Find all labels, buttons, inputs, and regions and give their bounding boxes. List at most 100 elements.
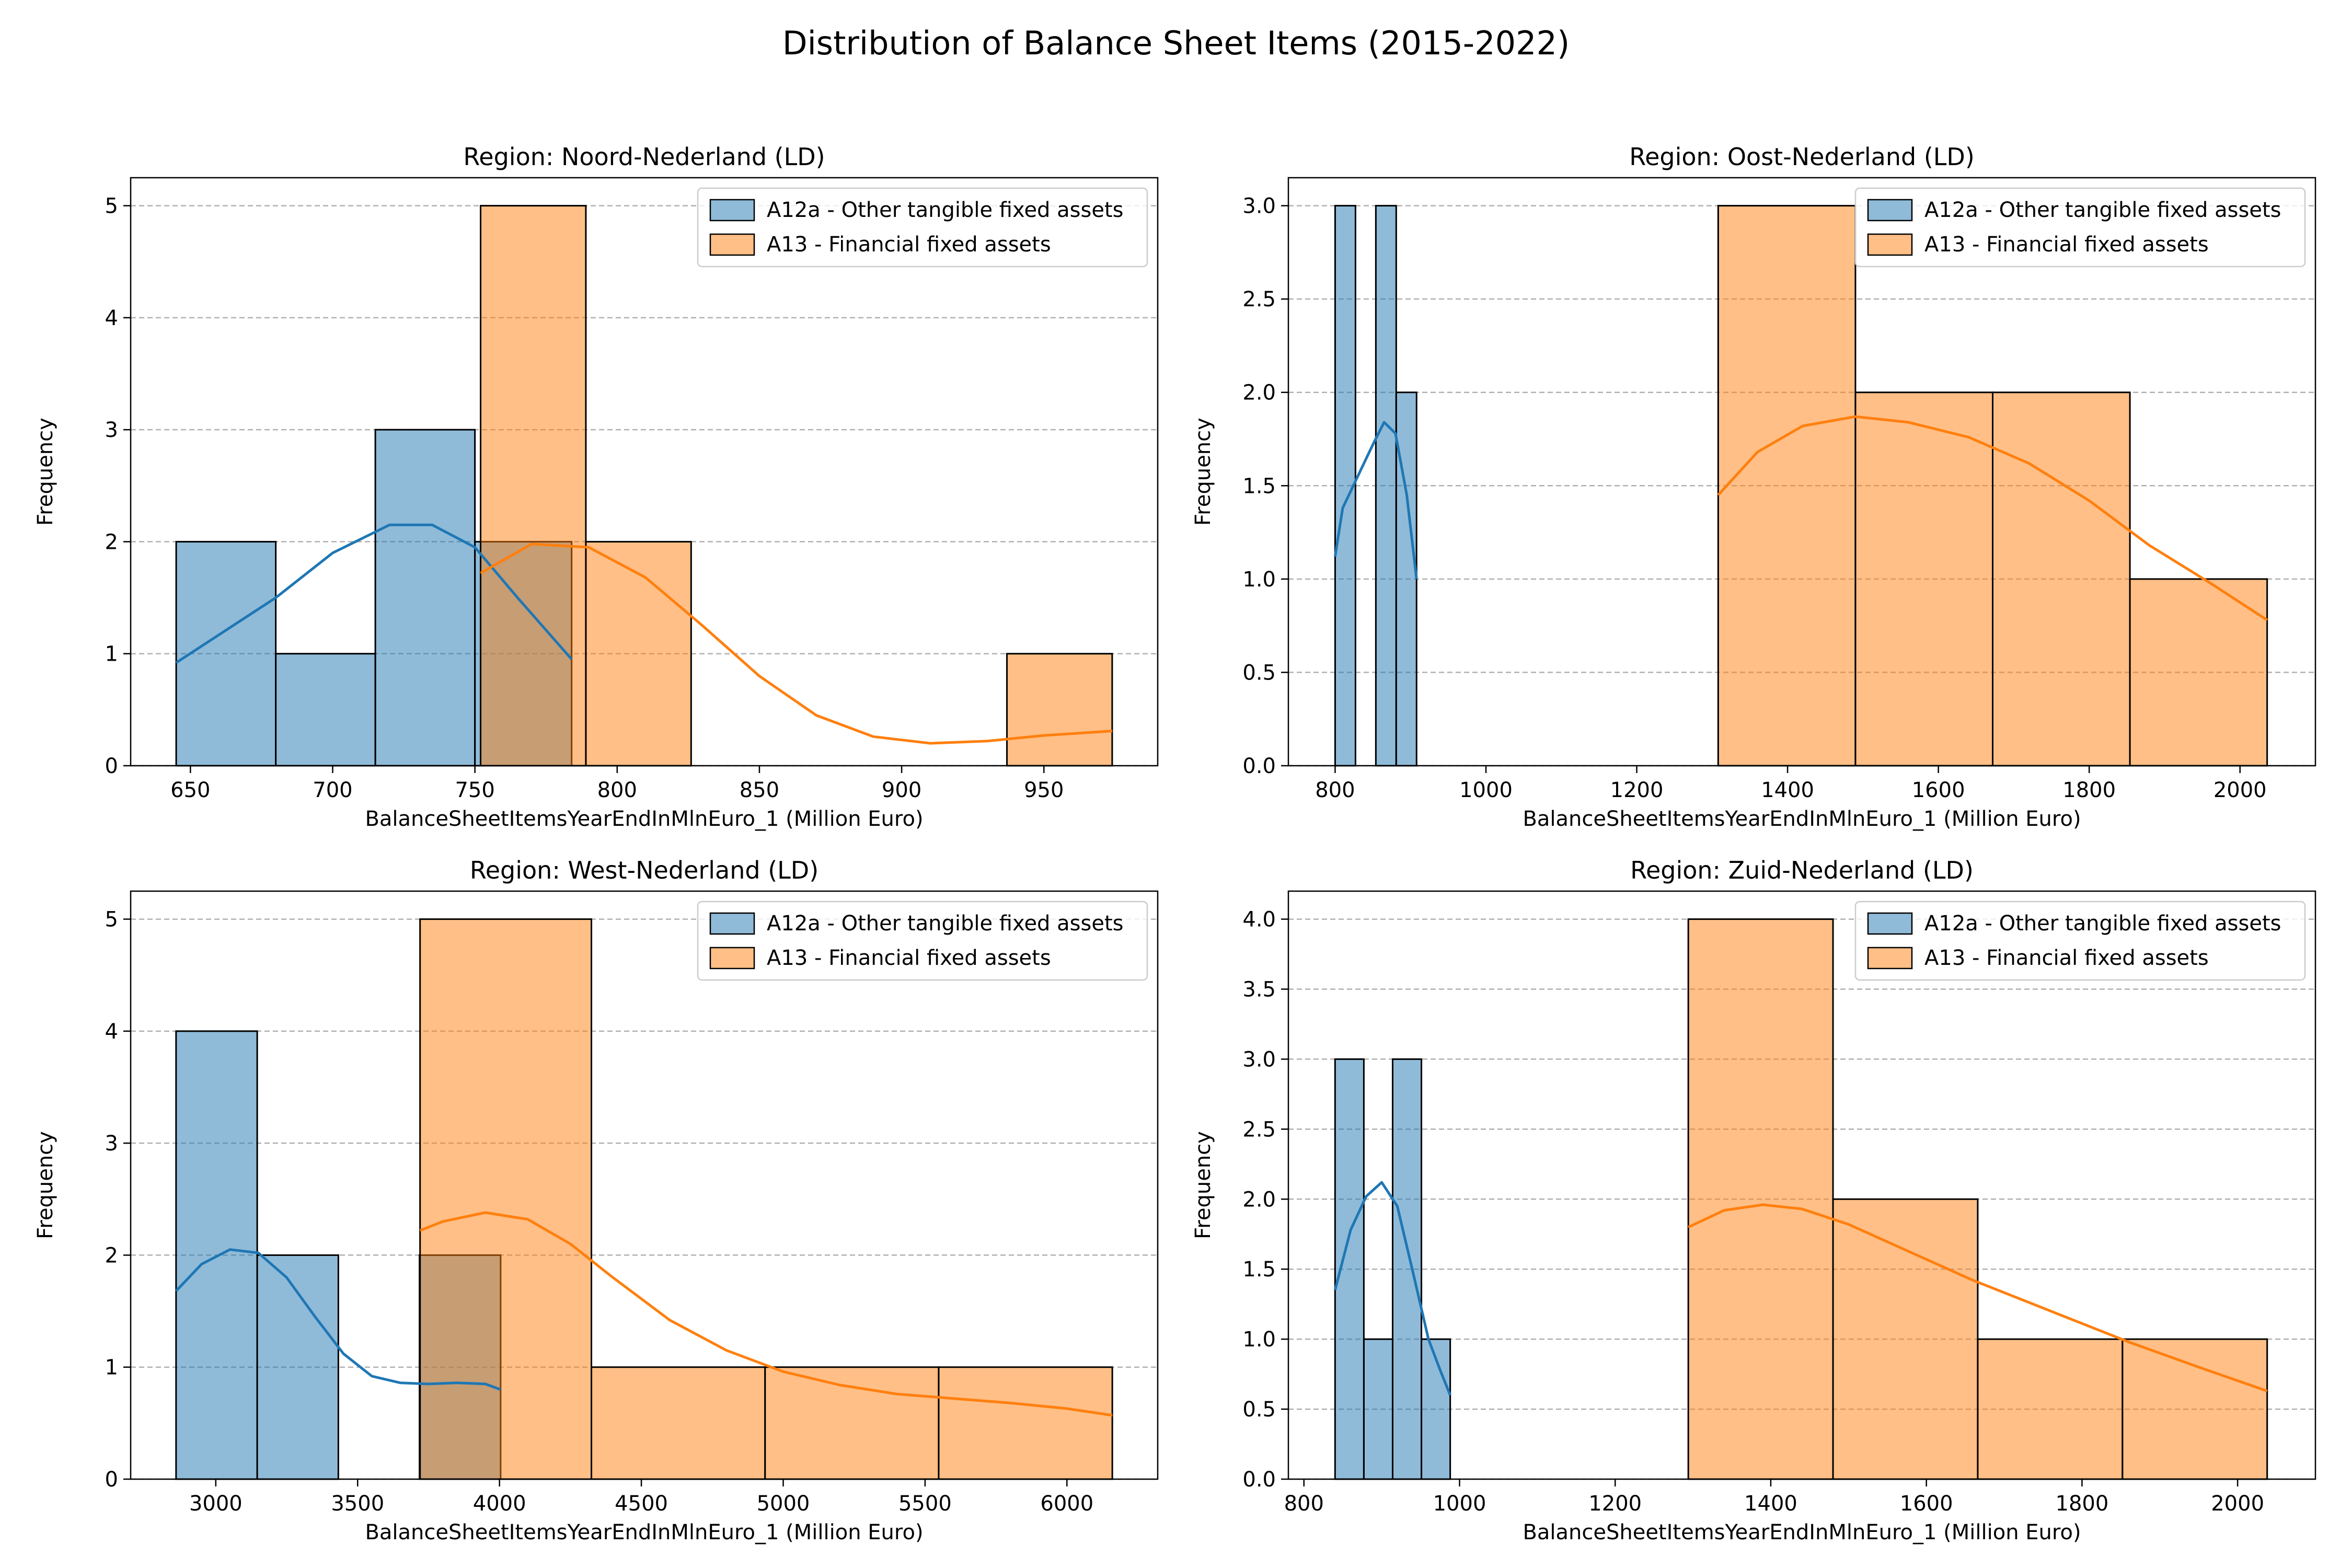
legend-label: A12a - Other tangible fixed assets (1924, 912, 2281, 936)
legend-label: A12a - Other tangible fixed assets (1924, 198, 2281, 222)
y-tick-label: 2.5 (1242, 287, 1276, 312)
subplots-grid: 650 700 750 800 850 900 950 0 1 2 3 4 5 Region: Noord… (33, 143, 2316, 1544)
kde-curve (175, 523, 573, 664)
histogram-bar (1006, 653, 1113, 767)
legend-label: A13 - Financial fixed assets (767, 946, 1051, 970)
x-tick-label: 3000 (189, 1492, 243, 1516)
axes-frame (130, 890, 1159, 1480)
x-tick-label: 850 (740, 778, 779, 802)
legend-box (697, 187, 1148, 268)
x-tick-label: 3500 (331, 1492, 384, 1516)
histogram-bar (1832, 1198, 1979, 1480)
kde-curve (419, 1211, 1113, 1417)
histogram-bar (1992, 391, 2131, 767)
kde-curve (175, 1248, 501, 1391)
x-axis-label: BalanceSheetItemsYearEndInMlnEuro_1 (Mil… (1523, 1520, 2081, 1544)
x-tick-label: 4500 (615, 1492, 668, 1516)
legend: A12a - Other tangible fixed assets A13 - … (1854, 901, 2306, 981)
legend-label: A12a - Other tangible fixed assets (767, 198, 1123, 222)
y-axis-label: Frequency (1191, 418, 1215, 526)
y-tick-label: 1 (105, 642, 118, 666)
x-tick-label: 5000 (757, 1492, 810, 1516)
legend-swatch (709, 947, 755, 970)
histogram-bar (256, 1254, 339, 1480)
x-tick-label: 700 (313, 778, 352, 802)
x-tick-label: 800 (1315, 778, 1355, 802)
subplot-title: Region: West-Nederland (LD) (470, 856, 818, 884)
x-tick-label: 1400 (1744, 1492, 1797, 1516)
y-axis-label: Frequency (33, 418, 57, 526)
x-tick-label: 1600 (1900, 1492, 1953, 1516)
y-tick-label: 2 (105, 1243, 118, 1267)
subplot-1: 650 700 750 800 850 900 950 0 1 2 3 4 5 Region: Noord… (33, 143, 1159, 831)
y-tick-label: 1.0 (1242, 1328, 1276, 1352)
x-tick-label: 1800 (2056, 1492, 2109, 1516)
x-tick-label: 2000 (2211, 1492, 2264, 1516)
x-tick-label: 1200 (1588, 1492, 1642, 1516)
y-tick-label: 0.5 (1242, 661, 1276, 685)
subplot-2: 800 1000 1200 1400 1600 1800 2000 0.0 0.5 1.0 1.5 2… (1191, 143, 2316, 831)
x-tick-label: 800 (1284, 1492, 1324, 1516)
legend-label: A13 - Financial fixed assets (1924, 233, 2209, 257)
histogram-bar (938, 1366, 1113, 1480)
kde-curve (480, 543, 1113, 745)
legend-swatch (709, 233, 755, 256)
legend-swatch (709, 199, 755, 222)
y-tick-label: 2.5 (1242, 1117, 1276, 1142)
histogram-bar (1717, 205, 1857, 767)
y-tick-label: 2.0 (1242, 381, 1276, 405)
y-tick-label: 1.5 (1242, 1258, 1276, 1282)
x-tick-label: 1200 (1610, 778, 1664, 802)
subplot-4: 800 1000 1200 1400 1600 1800 2000 0.0 0.5 1.0 1.5 2… (1191, 856, 2316, 1544)
y-tick-label: 4 (105, 1020, 118, 1044)
x-tick-label: 1800 (2062, 778, 2116, 802)
x-tick-label: 1000 (1433, 1492, 1486, 1516)
histogram-bar (275, 653, 376, 767)
x-tick-label: 4000 (473, 1492, 526, 1516)
kde-curve (1333, 421, 1418, 580)
legend-swatch (1867, 912, 1913, 935)
y-tick-label: 3 (105, 418, 118, 442)
axes-frame (130, 177, 1159, 767)
histogram-bar (480, 205, 587, 767)
x-tick-label: 5500 (898, 1492, 952, 1516)
legend-swatch (1867, 947, 1913, 970)
y-tick-label: 1 (105, 1356, 118, 1380)
y-axis-label: Frequency (33, 1131, 57, 1239)
legend: A12a - Other tangible fixed assets A13 - … (1854, 187, 2306, 268)
y-tick-label: 0.0 (1242, 1468, 1276, 1492)
histogram-bar (1363, 1338, 1393, 1480)
y-tick-label: 3.5 (1242, 978, 1276, 1002)
x-axis-label: BalanceSheetItemsYearEndInMlnEuro_1 (Mil… (365, 1520, 923, 1544)
histogram-bar (2129, 578, 2268, 767)
x-tick-label: 2000 (2213, 778, 2267, 802)
histogram-bar (419, 918, 593, 1480)
subplot-title: Region: Zuid-Nederland (LD) (1630, 856, 1974, 884)
histogram-bar (764, 1366, 940, 1480)
legend-label: A13 - Financial fixed assets (1924, 946, 2209, 970)
y-tick-label: 1.0 (1242, 568, 1276, 592)
histogram-bar (2122, 1338, 2268, 1480)
histogram-bar (1391, 1058, 1423, 1480)
legend-box (697, 901, 1148, 981)
y-tick-label: 0.5 (1242, 1398, 1276, 1422)
legend-swatch (1867, 199, 1913, 222)
legend: A12a - Other tangible fixed assets A13 - … (697, 901, 1148, 981)
y-tick-label: 0 (105, 754, 118, 778)
y-tick-label: 2.0 (1242, 1187, 1276, 1212)
y-tick-label: 0 (105, 1468, 118, 1492)
subplot-title: Region: Oost-Nederland (LD) (1629, 143, 1975, 171)
legend-box (1854, 187, 2306, 268)
legend-label: A13 - Financial fixed assets (767, 233, 1051, 257)
histogram-bar (1687, 918, 1834, 1480)
subplot-3: 3000 3500 4000 4500 5000 5500 6000 0 1 2 3 4 5 Region… (33, 856, 1159, 1544)
x-axis-label: BalanceSheetItemsYearEndInMlnEuro_1 (Mil… (1523, 807, 2081, 831)
x-axis-label: BalanceSheetItemsYearEndInMlnEuro_1 (Mil… (365, 807, 923, 831)
y-tick-label: 5 (105, 194, 118, 218)
kde-curve (1333, 1181, 1451, 1396)
x-tick-label: 6000 (1040, 1492, 1093, 1516)
x-tick-label: 650 (170, 778, 210, 802)
x-tick-label: 900 (882, 778, 921, 802)
y-tick-label: 5 (105, 908, 118, 932)
